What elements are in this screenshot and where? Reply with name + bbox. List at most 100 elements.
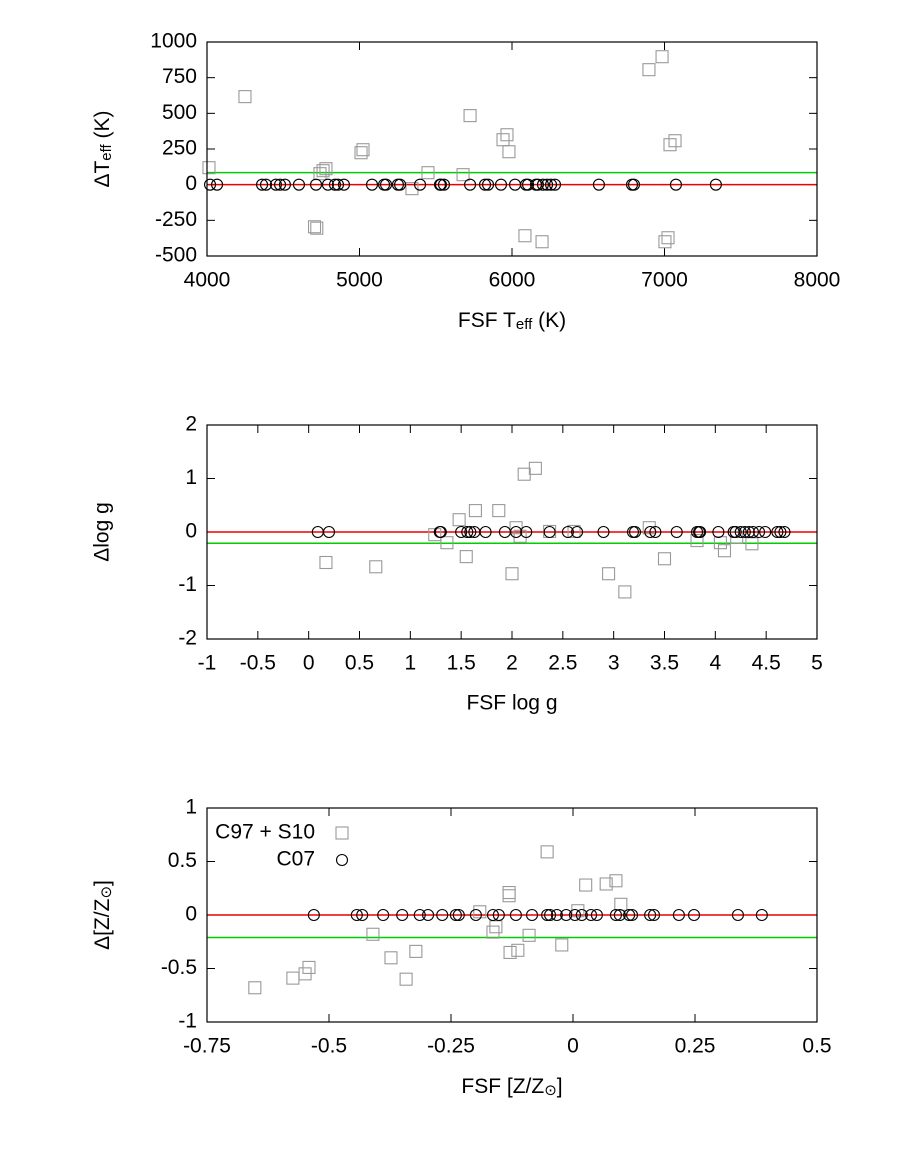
square-point: [307, 220, 322, 234]
circle-point: [709, 178, 722, 191]
square-point: [528, 461, 542, 475]
square-point: [302, 960, 316, 974]
x-tick-label: 2.5: [548, 652, 577, 675]
square-point: [505, 567, 519, 581]
square-point: [421, 166, 435, 180]
x-axis-label: FSF Teff (K): [458, 309, 566, 334]
circle-point: [413, 908, 426, 922]
label-part: ]: [91, 880, 114, 886]
square-point: [502, 889, 516, 903]
legend-marker: [335, 826, 349, 840]
square-point: [459, 550, 473, 564]
circle-point: [437, 178, 451, 191]
x-tick-label: -0.25: [427, 1035, 475, 1058]
circle-point: [752, 525, 766, 539]
circle-point: [321, 178, 334, 191]
circle-point: [379, 178, 393, 191]
y-tick-label: -2: [178, 627, 197, 650]
square-point: [316, 164, 330, 178]
label-part: (K): [532, 309, 566, 332]
y-axis-label: Δ[Z/Z⊙]: [91, 880, 116, 950]
circle-point: [436, 908, 449, 922]
circle-point: [307, 908, 320, 922]
circle-point: [541, 178, 554, 191]
circle-point: [525, 908, 539, 922]
circle-point: [377, 908, 390, 922]
circle-point: [365, 178, 379, 191]
y-tick-label: 1: [185, 466, 197, 489]
x-tick-label: 5000: [336, 269, 383, 292]
circle-point: [469, 908, 482, 922]
square-point: [522, 928, 536, 942]
x-tick-label: 8000: [794, 269, 841, 292]
circle-point: [759, 525, 772, 539]
square-point: [503, 945, 517, 960]
square-point: [319, 555, 333, 570]
circle-point: [755, 908, 768, 922]
circle-point: [479, 525, 492, 539]
square-point: [428, 528, 442, 542]
label-part: ⊙: [544, 1082, 557, 1099]
square-point: [310, 221, 324, 235]
y-tick-label: 250: [162, 137, 197, 160]
square-point: [518, 229, 532, 243]
y-tick-label: 1: [185, 796, 197, 819]
x-tick-label: 0.5: [345, 652, 374, 675]
circle-point: [670, 525, 683, 539]
square-point: [354, 146, 368, 160]
circle-point: [649, 525, 662, 539]
circle-point: [452, 908, 465, 922]
legend-marker: [335, 853, 349, 867]
circle-point: [687, 908, 701, 922]
circle-point: [561, 525, 574, 539]
circle-point: [585, 908, 598, 922]
circle-point: [742, 525, 755, 539]
square-point: [655, 50, 669, 64]
y-axis-label: Δlog g: [91, 502, 114, 562]
square-point: [463, 109, 477, 123]
square-point: [369, 560, 383, 574]
x-tick-label: -0.5: [240, 652, 276, 675]
x-tick-label: 1.5: [447, 652, 476, 675]
square-point: [399, 972, 413, 986]
x-tick-label: -1: [198, 652, 217, 675]
circle-point: [623, 908, 636, 922]
circle-point: [738, 525, 751, 539]
circle-point: [712, 525, 725, 539]
square-point: [658, 235, 672, 249]
x-tick-label: 5: [811, 652, 823, 675]
circle-point: [771, 525, 784, 539]
square-point: [657, 552, 672, 566]
x-tick-label: 4000: [184, 269, 231, 292]
circle-point: [422, 908, 435, 922]
circle-point: [627, 178, 641, 191]
circle-point: [613, 908, 626, 922]
x-tick-label: 3: [608, 652, 620, 675]
circle-point: [590, 908, 603, 922]
circle-point: [647, 908, 661, 922]
x-tick-label: 4.5: [752, 652, 781, 675]
square-point: [614, 897, 628, 911]
circle-point: [434, 178, 447, 191]
x-tick-label: -0.5: [311, 1035, 347, 1058]
square-point: [642, 521, 656, 535]
circle-point: [356, 908, 369, 922]
circle-point: [644, 525, 657, 539]
square-point: [409, 944, 423, 958]
circle-point: [520, 525, 533, 539]
circle-point: [278, 178, 291, 191]
circle-point: [464, 525, 477, 539]
y-tick-label: -1: [178, 1010, 197, 1033]
circle-point: [482, 178, 495, 191]
x-tick-label: 0.25: [675, 1035, 716, 1058]
panel: 4000 5000 6000 7000 8000 -500 -250 0 250 500 750 10…: [91, 30, 841, 334]
circle-point: [510, 525, 523, 539]
label-part: ⊙: [98, 886, 115, 899]
circle-point: [494, 178, 508, 191]
circle-point: [292, 178, 306, 191]
circle-point: [204, 178, 217, 191]
square-point: [496, 133, 510, 147]
circle-point: [464, 178, 477, 191]
x-tick-label: 1: [404, 652, 416, 675]
circle-point: [694, 525, 707, 539]
